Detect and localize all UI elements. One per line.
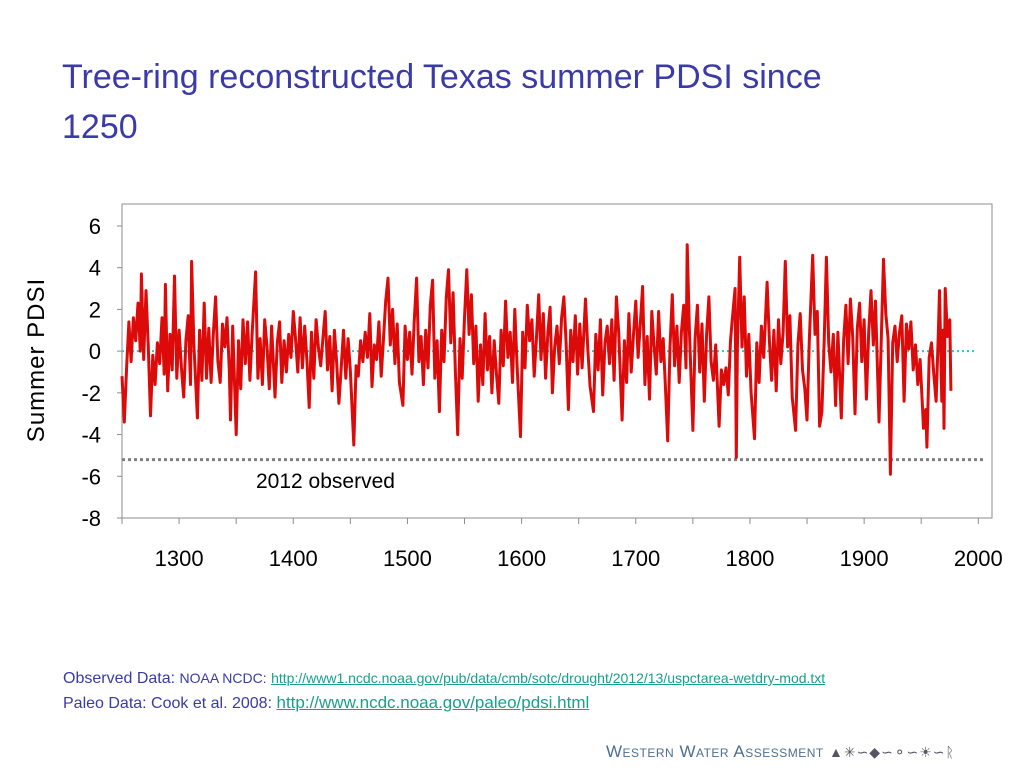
x-tick-label: 1400 [269,546,318,571]
x-tick-label: 1900 [840,546,889,571]
paleo-data-link[interactable]: http://www.ncdc.noaa.gov/paleo/pdsi.html [276,693,590,712]
y-tick-label: 4 [89,256,101,281]
western-water-assessment-logo: Western Water Assessment ▲✳∽◆∽⚬∽☀∽ᚱ [606,742,955,762]
y-axis: 6 4 2 0 -2 -4 -6 -8 [81,214,122,531]
y-tick-label: -2 [81,381,101,406]
y-tick-label: 6 [89,214,101,239]
logo-text: Western Water Assessment [606,742,824,761]
x-tick-label: 1800 [725,546,774,571]
x-tick-label: 1500 [383,546,432,571]
y-tick-label: 2 [89,297,101,322]
observed-data-link[interactable]: http://www1.ncdc.noaa.gov/pub/data/cmb/s… [271,670,826,686]
x-axis: 1300 1400 1500 1600 1700 1800 1900 2000 [121,518,1003,571]
logo-icons: ▲✳∽◆∽⚬∽☀∽ᚱ [828,744,955,760]
observed-data-credit: Observed Data: NOAA NCDC: http://www1.nc… [63,670,825,688]
paleo-data-label: Paleo Data: Cook et al. 2008: [63,695,273,712]
pdsi-series-line [120,243,953,476]
y-tick-label: 0 [89,339,101,364]
pdsi-chart: 6 4 2 0 -2 -4 -6 -8 1300 1400 1500 1600 1700 1800 190… [23,203,1003,571]
y-axis-label: Summer PDSI [23,278,50,442]
x-tick-label: 1300 [155,546,204,571]
y-tick-label: -8 [81,506,101,531]
x-tick-label: 2000 [954,546,1003,571]
y-tick-label: -6 [81,464,101,489]
slide-title: Tree-ring reconstructed Texas summer PDS… [62,58,822,146]
paleo-data-credit: Paleo Data: Cook et al. 2008: http://www… [63,693,589,713]
x-tick-label: 1700 [611,546,660,571]
x-tick-label: 1600 [497,546,546,571]
observed-data-source: NOAA NCDC: [179,670,267,686]
observed-2012-label: 2012 observed [256,470,395,493]
y-tick-label: -4 [81,423,101,448]
observed-data-label: Observed Data: [63,670,176,687]
